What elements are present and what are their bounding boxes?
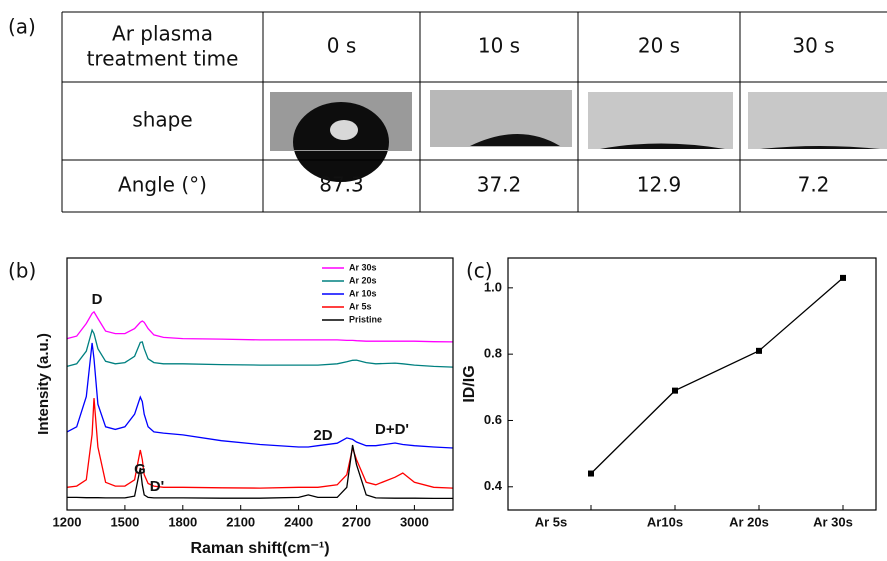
point bbox=[672, 387, 678, 394]
table-cell: Ar plasma bbox=[112, 22, 213, 46]
series-line bbox=[67, 444, 453, 500]
plot-frame bbox=[507, 257, 877, 511]
table-cell: 30 s bbox=[792, 34, 834, 58]
annotation: D' bbox=[150, 478, 164, 495]
drop-highlight bbox=[330, 120, 358, 140]
series-line bbox=[66, 310, 454, 343]
table-cell: Angle (°) bbox=[118, 173, 207, 197]
x-tick-label: 1500 bbox=[110, 514, 139, 529]
annotation: D bbox=[92, 291, 103, 308]
x-axis-label: Raman shift(cm⁻¹) bbox=[190, 540, 329, 557]
table-cell: shape bbox=[132, 108, 192, 132]
series-line bbox=[590, 277, 844, 474]
x-tick-label: 1200 bbox=[53, 514, 82, 529]
drop bbox=[293, 102, 389, 182]
panel-label: (a) bbox=[8, 15, 36, 39]
panel-label: (b) bbox=[8, 259, 36, 283]
drop bbox=[600, 143, 725, 149]
point bbox=[840, 274, 846, 281]
annotation: 2D bbox=[313, 427, 332, 444]
x-tick-label: 2700 bbox=[342, 514, 371, 529]
table-cell: 0 s bbox=[327, 34, 357, 58]
x-tick-label: 2400 bbox=[284, 514, 313, 529]
table-cell: 7.2 bbox=[798, 173, 830, 197]
y-tick-label: 0.8 bbox=[484, 346, 502, 361]
table-drops bbox=[270, 90, 887, 182]
x-tick-label: 3000 bbox=[400, 514, 429, 529]
y-axis-label: ID/IG bbox=[461, 365, 478, 402]
x-tick-label: Ar 30s bbox=[813, 514, 853, 529]
legend-label: Ar 20s bbox=[349, 275, 377, 285]
drop-image bbox=[748, 92, 887, 149]
legend-label: Ar 5s bbox=[349, 301, 372, 311]
y-tick-label: 0.6 bbox=[484, 412, 502, 427]
y-tick-label: 0.4 bbox=[484, 478, 503, 493]
plot-frame bbox=[66, 257, 454, 511]
series-line bbox=[66, 342, 454, 449]
annotation: D+D' bbox=[375, 421, 409, 438]
x-tick-label: 2100 bbox=[226, 514, 255, 529]
series-line bbox=[66, 398, 454, 489]
drop-image bbox=[270, 150, 412, 151]
table-cell: treatment time bbox=[87, 47, 239, 71]
drop bbox=[470, 134, 560, 146]
series-line bbox=[66, 328, 454, 368]
table-cell: 12.9 bbox=[637, 173, 682, 197]
y-axis-label: Intensity (a.u.) bbox=[35, 333, 52, 435]
table-cell: 87.3 bbox=[319, 173, 364, 197]
y-tick-label: 1.0 bbox=[484, 279, 502, 294]
legend-label: Pristine bbox=[349, 314, 382, 324]
legend-label: Ar 10s bbox=[349, 288, 377, 298]
table-cell: 10 s bbox=[478, 34, 520, 58]
x-tick-label: 1800 bbox=[168, 514, 197, 529]
table-cell: 20 s bbox=[638, 34, 680, 58]
x-tick-label: Ar 5s bbox=[535, 514, 568, 529]
x-tick-label: Ar 20s bbox=[729, 514, 769, 529]
point bbox=[756, 347, 762, 354]
x-tick-label: Ar10s bbox=[647, 514, 683, 529]
drop bbox=[760, 146, 880, 149]
panel-label: (c) bbox=[466, 259, 493, 283]
annotation: G bbox=[134, 461, 146, 478]
table-cell: 37.2 bbox=[477, 173, 522, 197]
legend-label: Ar 30s bbox=[349, 262, 377, 272]
drop-image bbox=[588, 92, 733, 149]
point bbox=[588, 470, 594, 477]
